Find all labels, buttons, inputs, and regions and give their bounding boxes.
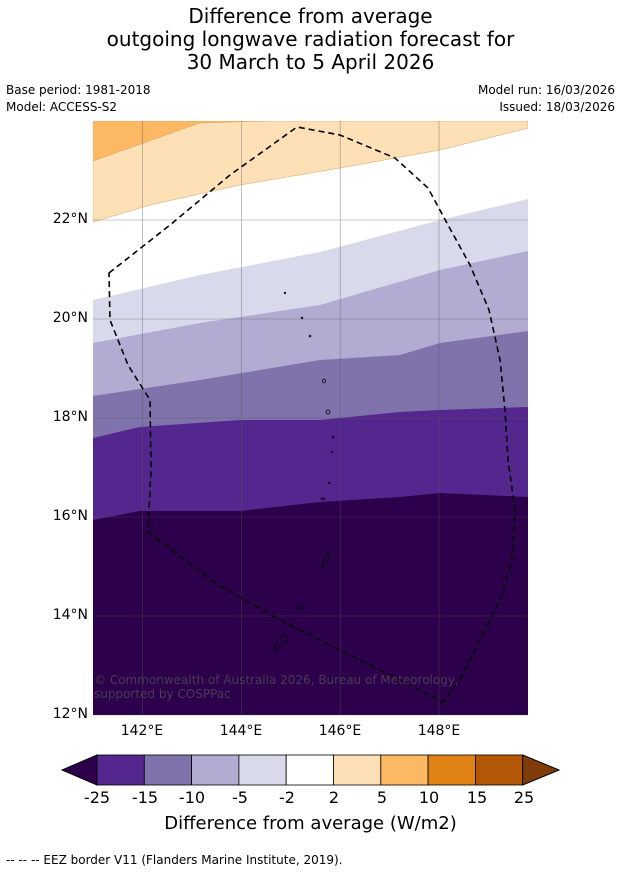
colorbar-extend-high bbox=[522, 754, 561, 786]
cb-tick-1: -15 bbox=[131, 788, 159, 807]
issued-date: Issued: 18/03/2026 bbox=[499, 100, 615, 114]
lon-tick-146: 146°E bbox=[318, 723, 362, 739]
base-period: Base period: 1981-2018 bbox=[6, 83, 151, 97]
title-line-2: outgoing longwave radiation forecast for bbox=[106, 27, 515, 51]
colorbar-swatch-1 bbox=[143, 754, 193, 786]
lon-tick-144: 144°E bbox=[219, 723, 263, 739]
island-asuncion bbox=[308, 334, 312, 338]
colorbar-label: Difference from average (W/m2) bbox=[164, 813, 457, 834]
cb-tick-9: 25 bbox=[513, 788, 535, 807]
lat-tick-14: 14°N bbox=[52, 607, 88, 623]
island-alamagan bbox=[331, 435, 335, 439]
island-guam bbox=[273, 633, 289, 654]
cb-tick-2: -10 bbox=[178, 788, 206, 807]
island-anatahan bbox=[320, 497, 326, 501]
lat-tick-18: 18°N bbox=[52, 409, 88, 425]
model-run: Model run: 16/03/2026 bbox=[477, 83, 615, 97]
cb-tick-0: -25 bbox=[83, 788, 111, 807]
colorbar-extend-low bbox=[60, 754, 98, 786]
island-pagan bbox=[325, 409, 331, 415]
eez-border bbox=[108, 126, 516, 704]
colorbar-swatch-2 bbox=[191, 754, 240, 786]
colorbar-swatch-8 bbox=[474, 754, 524, 786]
gridlines bbox=[93, 121, 528, 716]
eez-legend-footer: -- -- -- EEZ border V11 (Flanders Marine… bbox=[6, 853, 343, 867]
colorbar-swatch-6 bbox=[380, 754, 429, 786]
island-rota bbox=[296, 605, 304, 611]
copyright-notice: © Commonwealth of Australia 2026, Bureau… bbox=[94, 673, 459, 701]
island-farallon-de-pajaros bbox=[283, 291, 287, 295]
cb-tick-5: 2 bbox=[328, 788, 340, 807]
title-line-1: Difference from average bbox=[188, 4, 433, 28]
island-saipan bbox=[320, 552, 331, 570]
band-below-minus25 bbox=[93, 493, 528, 715]
colorbar-swatch-0 bbox=[96, 754, 145, 786]
cb-tick-4: -2 bbox=[279, 788, 295, 807]
chart-title: Difference from average outgoing longwav… bbox=[0, 5, 621, 74]
colorbar-swatch-7 bbox=[427, 754, 476, 786]
colorbar bbox=[60, 754, 561, 786]
island-agrihan bbox=[322, 378, 326, 384]
meta-left: Base period: 1981-2018 Model: ACCESS-S2 bbox=[6, 82, 151, 116]
meta-right: Model run: 16/03/2026 Issued: 18/03/2026 bbox=[478, 82, 615, 116]
lat-tick-12: 12°N bbox=[52, 706, 88, 722]
colorbar-swatch-3 bbox=[238, 754, 287, 786]
cb-tick-7: 10 bbox=[418, 788, 440, 807]
island-guguan bbox=[330, 450, 333, 454]
lon-tick-142: 142°E bbox=[120, 723, 164, 739]
cb-tick-6: 5 bbox=[376, 788, 388, 807]
islands bbox=[273, 291, 335, 654]
cb-tick-8: 15 bbox=[466, 788, 488, 807]
cb-tick-3: -5 bbox=[232, 788, 248, 807]
lat-tick-22: 22°N bbox=[52, 211, 88, 227]
island-maug bbox=[300, 316, 304, 320]
colorbar-swatch-5 bbox=[333, 754, 382, 786]
lat-tick-16: 16°N bbox=[52, 508, 88, 524]
model-name: Model: ACCESS-S2 bbox=[6, 100, 118, 114]
lat-tick-20: 20°N bbox=[52, 310, 88, 326]
title-line-3: 30 March to 5 April 2026 bbox=[186, 50, 435, 74]
island-sarigan bbox=[327, 481, 330, 485]
band-5-10-top bbox=[93, 121, 266, 162]
colorbar-swatch-4 bbox=[285, 754, 334, 786]
lon-tick-148: 148°E bbox=[417, 723, 461, 739]
